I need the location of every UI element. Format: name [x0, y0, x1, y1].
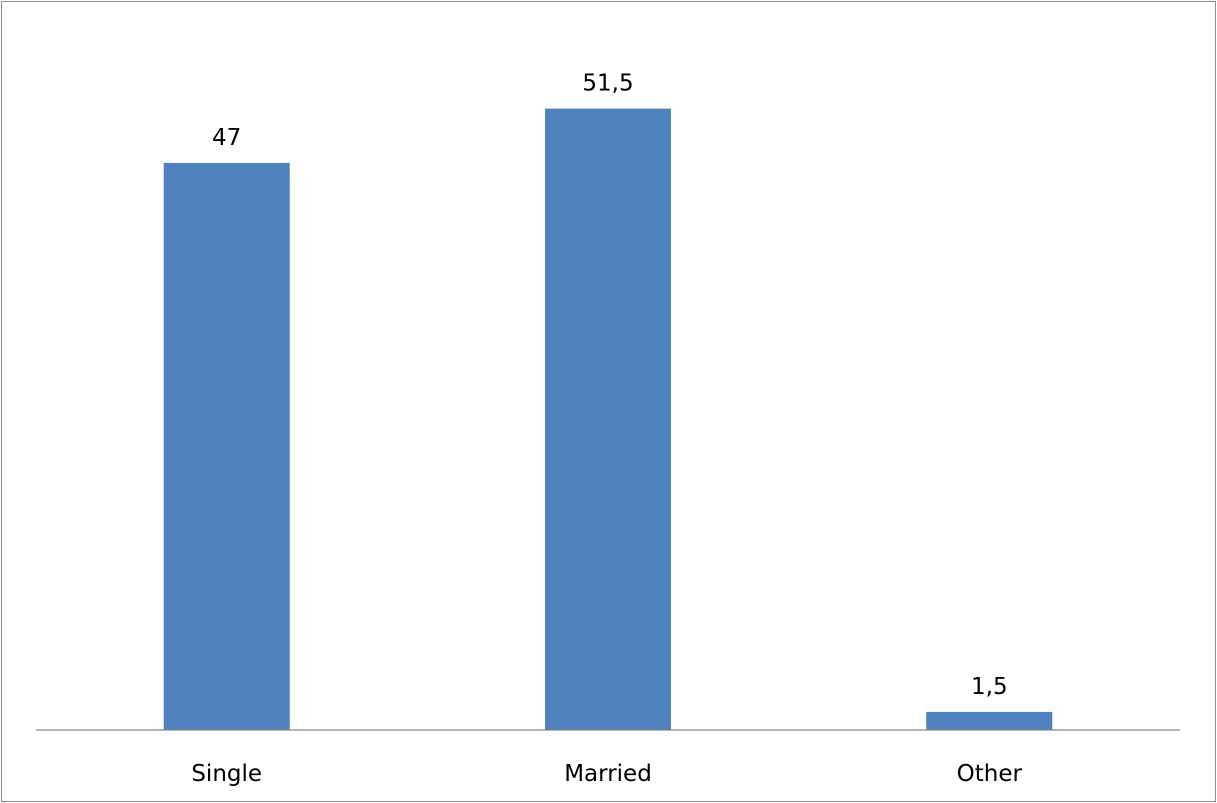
bars-group [163, 108, 1053, 731]
bar-single [163, 162, 290, 730]
value-labels-group: 47 51,5 1,5 [212, 71, 1008, 700]
category-label-single: Single [191, 761, 262, 787]
value-label-other: 1,5 [971, 674, 1008, 700]
category-label-other: Other [957, 761, 1023, 787]
value-label-married: 51,5 [582, 71, 633, 97]
bar-other [926, 711, 1053, 730]
category-labels-group: Single Married Other [191, 761, 1022, 787]
bar-married [545, 108, 671, 731]
value-label-single: 47 [212, 125, 241, 151]
category-label-married: Married [564, 761, 652, 787]
